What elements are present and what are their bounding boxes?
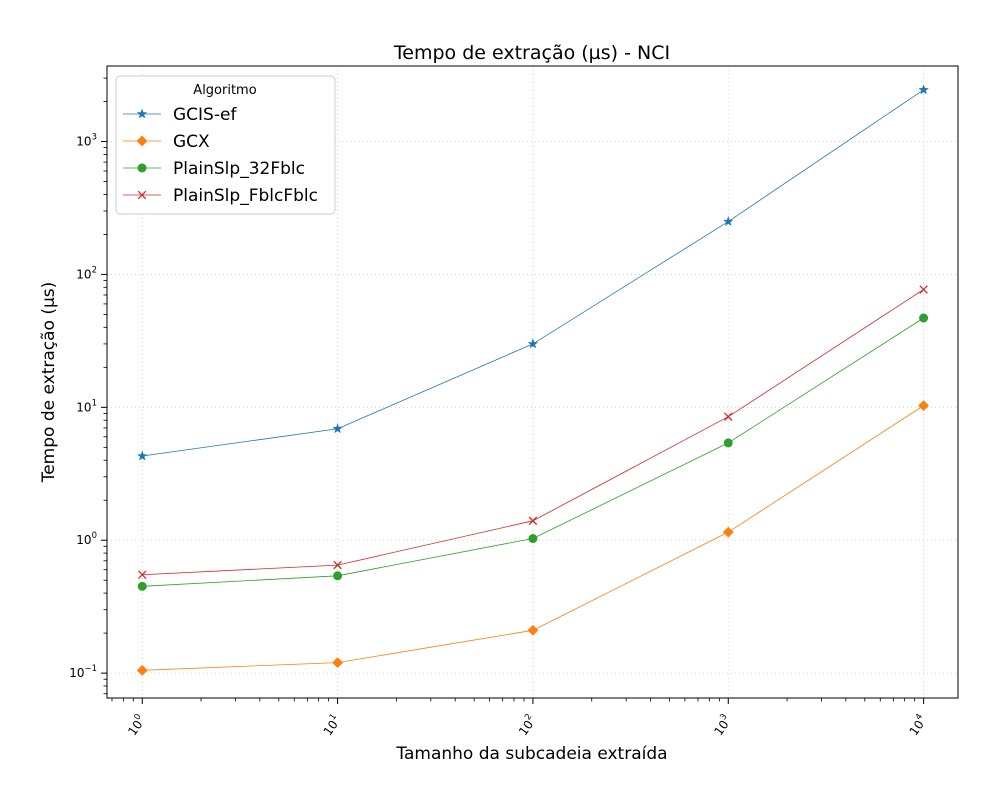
data-point	[137, 570, 147, 579]
series-PlainSlp_FblcFblc	[137, 285, 928, 579]
y-tick-label: 102	[76, 265, 97, 281]
data-point	[724, 412, 733, 421]
data-point	[723, 216, 734, 226]
y-tick-label: 103	[76, 133, 97, 149]
x-tick-base: 10	[516, 718, 536, 739]
legend-box	[115, 75, 336, 215]
y-tick-label: 10−1	[69, 664, 97, 680]
series-GCIS-ef	[137, 84, 929, 461]
grid	[107, 66, 958, 698]
data-point	[723, 438, 733, 448]
legend-marker	[136, 135, 148, 147]
legend-marker	[137, 163, 147, 173]
x-tick-label: 103	[710, 712, 735, 738]
legend-marker	[136, 108, 148, 119]
legend-items: GCIS-ef GCX PlainSlp_32Fblc PlainSlp_FblcFb…	[123, 105, 318, 206]
y-tick-label: 101	[76, 398, 97, 414]
x-tick-label: 100	[124, 712, 149, 738]
data-point	[919, 313, 929, 323]
series-layer	[136, 84, 930, 676]
legend-label: PlainSlp_FblcFblc	[173, 186, 318, 206]
x-tick-base: 10	[907, 718, 927, 739]
series-GCX	[136, 400, 930, 676]
y-tick-base: 10	[76, 533, 91, 547]
y-tick-label: 100	[76, 531, 97, 547]
data-point	[137, 450, 148, 461]
x-axis-label: Tamanho da subcadeia extraída	[395, 744, 667, 764]
x-tick-base: 10	[711, 718, 731, 739]
data-point	[332, 657, 344, 669]
data-point	[333, 571, 343, 581]
y-tick-exponent: −1	[84, 664, 97, 674]
data-point	[333, 560, 342, 570]
data-point	[919, 285, 928, 294]
legend-entry[interactable]: PlainSlp_FblcFblc	[123, 186, 318, 206]
x-tick-exponent: 2	[523, 712, 534, 722]
legend-label: GCX	[173, 132, 210, 152]
data-point	[527, 338, 539, 349]
y-tick-exponent: 1	[92, 398, 97, 408]
series-PlainSlp_32Fblc	[137, 313, 929, 591]
legend-label: PlainSlp_32Fblc	[173, 159, 305, 179]
series-line	[142, 289, 924, 576]
data-point	[137, 581, 147, 591]
x-tick-base: 10	[125, 718, 145, 739]
legend-entry[interactable]: GCIS-ef	[123, 105, 237, 125]
data-point	[918, 400, 930, 412]
x-tick-label: 102	[514, 712, 539, 738]
data-point	[332, 423, 343, 434]
x-tick-label: 101	[319, 712, 344, 738]
y-tick-base: 10	[76, 400, 91, 414]
legend-marker	[137, 190, 147, 200]
data-point	[528, 516, 538, 526]
legend-title: Algoritmo	[193, 83, 256, 98]
y-tick-base: 10	[76, 135, 91, 149]
y-tick-base: 10	[76, 267, 91, 281]
data-point	[528, 534, 538, 544]
x-tick-exponent: 4	[914, 712, 925, 722]
y-tick-exponent: 2	[92, 265, 97, 275]
x-tick-exponent: 0	[132, 712, 143, 722]
data-point	[136, 664, 148, 676]
y-tick-exponent: 0	[92, 531, 97, 541]
legend-entry[interactable]: PlainSlp_32Fblc	[123, 159, 305, 179]
data-point	[722, 526, 734, 538]
data-point	[527, 624, 539, 636]
y-axis-label: Tempo de extração (µs)	[39, 282, 59, 484]
legend-entry[interactable]: GCX	[123, 132, 210, 152]
data-point	[918, 84, 929, 95]
x-tick-label: 104	[905, 712, 930, 738]
y-tick-base: 10	[69, 666, 84, 680]
chart-title: Tempo de extração (µs) - NCI	[393, 42, 670, 64]
legend-label: GCIS-ef	[173, 105, 237, 125]
y-tick-exponent: 3	[92, 133, 97, 143]
x-tick-base: 10	[321, 718, 341, 739]
legend[interactable]: Algoritmo GCIS-ef GCX PlainSlp_32Fblc Plain…	[115, 75, 336, 215]
x-tick-exponent: 3	[718, 712, 729, 722]
x-tick-exponent: 1	[328, 712, 339, 722]
